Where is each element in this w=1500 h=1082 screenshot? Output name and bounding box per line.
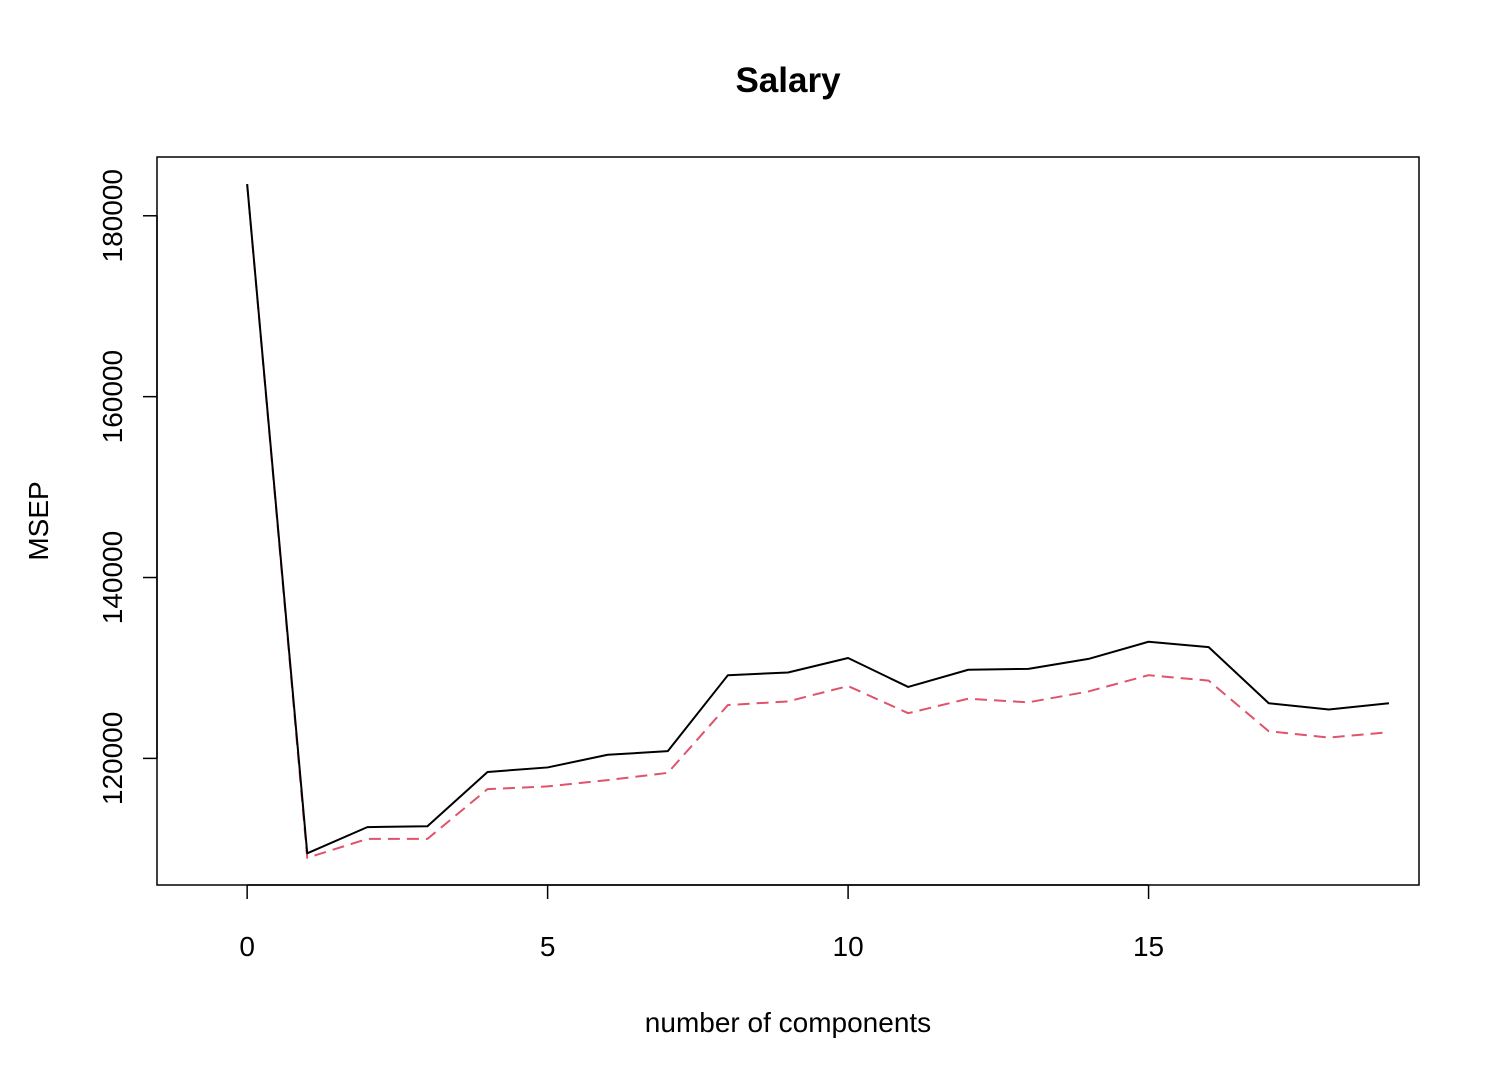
series-line-solid (246, 184, 1390, 855)
y-tick-label: 160000 (97, 350, 128, 443)
series-line-dashed (246, 184, 1390, 859)
x-tick-label: 5 (540, 931, 556, 962)
series-layer (246, 184, 1390, 859)
x-axis: 0 5 10 15 (239, 884, 1164, 962)
y-tick-label: 180000 (97, 169, 128, 262)
y-tick-label: 120000 (97, 712, 128, 805)
y-tick-label: 140000 (97, 531, 128, 624)
x-axis-label: number of components (645, 1007, 931, 1038)
y-axis: 120000 140000 160000 180000 (97, 169, 158, 805)
y-axis-label: MSEP (23, 481, 54, 560)
chart-title: Salary (735, 61, 841, 100)
x-tick-label: 10 (833, 931, 864, 962)
x-tick-label: 0 (239, 931, 255, 962)
plot-frame (156, 156, 1420, 886)
x-tick-label: 15 (1133, 931, 1164, 962)
